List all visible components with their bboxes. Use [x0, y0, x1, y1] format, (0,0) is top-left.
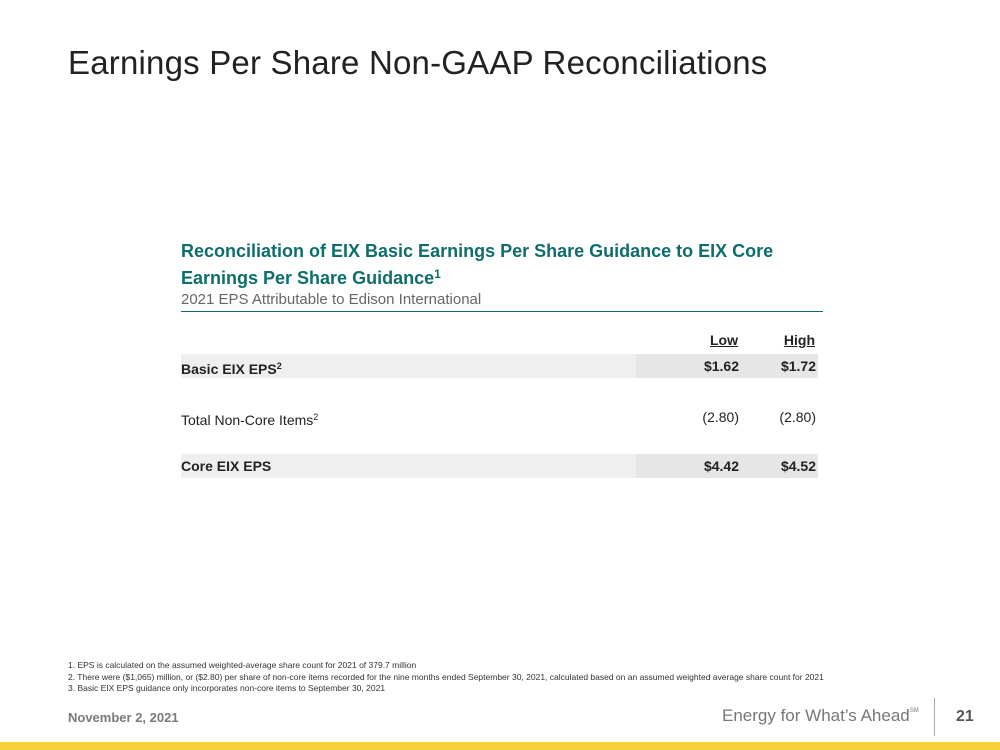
row-label-text: Core EIX EPS [181, 458, 272, 474]
table-row: Basic EIX EPS2 $1.62 $1.72 [181, 354, 818, 378]
table-row: Total Non-Core Items2 (2.80) (2.80) [181, 405, 818, 429]
footer-date: November 2, 2021 [68, 710, 179, 725]
row-label: Core EIX EPS [181, 454, 271, 478]
slide-title: Earnings Per Share Non-GAAP Reconciliati… [68, 44, 768, 81]
brand-tagline: Energy for What’s AheadSM [722, 706, 919, 726]
row-footnote: 2 [276, 361, 282, 371]
row-value-high: $1.72 [780, 358, 816, 374]
footnote-1: 1. EPS is calculated on the assumed weig… [68, 660, 417, 670]
row-label: Total Non-Core Items2 [181, 405, 318, 432]
row-value-low: $1.62 [703, 358, 739, 374]
row-value-low: (2.80) [702, 409, 739, 425]
footnote-2: 2. There were ($1,065) million, or ($2.8… [68, 671, 824, 682]
tagline-text: Energy for What’s Ahead [722, 706, 910, 725]
row-footnote: 2 [313, 412, 319, 422]
footnote-3: 3. Basic EIX EPS guidance only incorpora… [68, 683, 386, 693]
column-headers: Low High [181, 332, 818, 352]
table-subheading: 2021 EPS Attributable to Edison Internat… [181, 291, 823, 312]
table-row: Core EIX EPS $4.42 $4.52 [181, 454, 818, 478]
row-label-text: Basic EIX EPS [181, 361, 277, 377]
column-header-high: High [783, 332, 815, 348]
row-value-high: $4.52 [780, 458, 816, 474]
page-number: 21 [956, 708, 974, 725]
bottom-accent-bar [0, 742, 1000, 750]
row-label-text: Total Non-Core Items [181, 412, 314, 428]
row-label: Basic EIX EPS2 [181, 354, 282, 381]
row-value-low: $4.42 [703, 458, 739, 474]
value-cell-highlight [636, 454, 818, 478]
column-header-low: Low [710, 332, 738, 348]
value-cell-highlight [636, 354, 818, 378]
footnotes: 1. EPS is calculated on the assumed weig… [68, 660, 824, 695]
table-heading: Reconciliation of EIX Basic Earnings Per… [181, 240, 821, 290]
service-mark: SM [909, 708, 919, 714]
table-heading-text: Reconciliation of EIX Basic Earnings Per… [181, 241, 774, 288]
footer-divider [934, 698, 935, 736]
row-value-high: (2.80) [779, 409, 816, 425]
reconciliation-table: Reconciliation of EIX Basic Earnings Per… [181, 240, 823, 478]
table-heading-footnote: 1 [434, 267, 441, 281]
